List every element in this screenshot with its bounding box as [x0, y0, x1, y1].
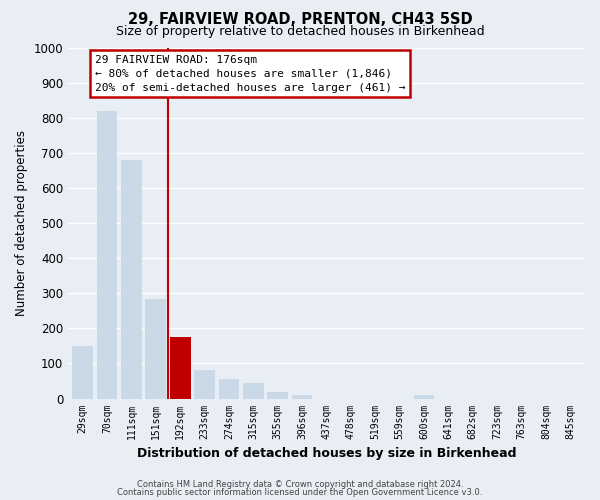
- Y-axis label: Number of detached properties: Number of detached properties: [15, 130, 28, 316]
- Text: Size of property relative to detached houses in Birkenhead: Size of property relative to detached ho…: [116, 25, 484, 38]
- Text: Contains HM Land Registry data © Crown copyright and database right 2024.: Contains HM Land Registry data © Crown c…: [137, 480, 463, 489]
- Bar: [292, 395, 313, 398]
- Bar: [268, 392, 288, 398]
- Bar: [170, 337, 191, 398]
- Bar: [121, 160, 142, 398]
- Bar: [194, 370, 215, 398]
- X-axis label: Distribution of detached houses by size in Birkenhead: Distribution of detached houses by size …: [137, 447, 516, 460]
- Text: 29 FAIRVIEW ROAD: 176sqm
← 80% of detached houses are smaller (1,846)
20% of sem: 29 FAIRVIEW ROAD: 176sqm ← 80% of detach…: [95, 54, 406, 92]
- Text: Contains public sector information licensed under the Open Government Licence v3: Contains public sector information licen…: [118, 488, 482, 497]
- Bar: [97, 110, 118, 399]
- Text: 29, FAIRVIEW ROAD, PRENTON, CH43 5SD: 29, FAIRVIEW ROAD, PRENTON, CH43 5SD: [128, 12, 472, 28]
- Bar: [413, 395, 434, 398]
- Bar: [243, 383, 264, 398]
- Bar: [218, 379, 239, 398]
- Bar: [73, 346, 93, 399]
- Bar: [145, 298, 166, 398]
